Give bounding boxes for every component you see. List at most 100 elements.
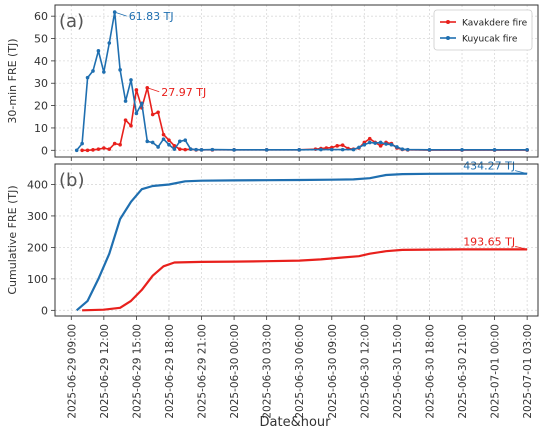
data-point — [172, 147, 177, 151]
y-tick-label: 100 — [27, 273, 48, 286]
y-tick-label: 10 — [34, 122, 48, 135]
annotation-label: 193.65 TJ — [463, 235, 515, 248]
data-point — [118, 142, 122, 147]
y-tick-label: 300 — [27, 210, 48, 223]
series-kuyucak-fire — [74, 10, 529, 153]
legend: Kavakdere fire Kuyucak fire — [433, 9, 533, 51]
data-point — [178, 147, 182, 151]
y-axis-label: 30-min FRE (TJ) — [6, 38, 19, 123]
legend-box — [433, 9, 533, 51]
data-point — [367, 136, 372, 141]
data-point — [525, 148, 529, 152]
data-point — [134, 88, 139, 92]
data-point — [123, 118, 128, 122]
data-point — [335, 144, 340, 148]
data-point — [91, 148, 95, 152]
y-axis-label: Cumulative FRE (TJ) — [6, 185, 19, 294]
data-point — [378, 140, 383, 145]
y-tick-label: 0 — [41, 304, 48, 317]
panel-label: (a) — [59, 11, 84, 32]
data-point — [161, 132, 166, 137]
data-point — [340, 143, 345, 147]
data-point — [112, 141, 117, 146]
data-point — [134, 111, 139, 116]
data-point — [129, 123, 133, 128]
legend-marker — [446, 36, 450, 40]
data-point — [102, 146, 106, 150]
x-tick-label: 2025-06-30 21:00 — [457, 324, 469, 419]
series-line — [82, 248, 528, 312]
series-line — [75, 172, 528, 312]
data-point — [319, 147, 323, 152]
data-point — [74, 148, 79, 153]
data-point — [183, 147, 188, 152]
series-line — [76, 11, 528, 151]
data-point — [129, 78, 133, 82]
data-point — [150, 140, 155, 145]
data-point — [373, 141, 377, 145]
y-tick-label: 0 — [41, 144, 48, 157]
annotation-arrow — [515, 170, 528, 175]
y-tick-label: 400 — [27, 178, 48, 191]
x-tick-label: 2025-07-01 03:00 — [522, 324, 534, 419]
data-point — [367, 140, 372, 145]
x-tick-label: 2025-06-30 12:00 — [359, 324, 371, 419]
series-kuyucak-fire — [75, 172, 528, 312]
data-point — [145, 85, 150, 90]
data-point — [357, 145, 361, 150]
data-point — [96, 49, 101, 53]
data-point — [107, 41, 112, 45]
data-point — [351, 147, 356, 152]
data-point — [145, 139, 150, 144]
annotation-label: 61.83 TJ — [129, 10, 174, 23]
data-point — [427, 148, 432, 152]
x-tick-label: 2025-06-29 18:00 — [164, 324, 176, 419]
data-point — [183, 138, 188, 143]
annotation-label: 27.97 TJ — [161, 86, 206, 99]
data-point — [96, 147, 101, 151]
data-point — [102, 70, 106, 74]
data-point — [460, 148, 464, 152]
annotation-label: 434.27 TJ — [463, 160, 515, 173]
data-point — [405, 147, 410, 152]
data-point — [232, 148, 236, 152]
data-point — [210, 147, 215, 152]
x-tick-label: 2025-06-30 06:00 — [294, 324, 306, 419]
x-tick-label: 2025-06-29 12:00 — [99, 324, 111, 419]
data-point — [178, 139, 182, 144]
data-point — [80, 141, 84, 146]
data-point — [118, 68, 122, 72]
data-point — [340, 147, 345, 152]
y-tick-label: 200 — [27, 241, 48, 254]
data-point — [395, 145, 399, 149]
panel-a: 0 10 20 30 40 50 60 30-min FRE (TJ) (a) 61.83 TJ 2… — [6, 4, 539, 161]
panel-label: (b) — [59, 170, 84, 191]
legend-entry: Kuyucak fire — [462, 35, 518, 45]
y-tick-label: 30 — [34, 77, 48, 90]
data-point — [80, 148, 84, 153]
x-tick-label: 2025-07-01 00:00 — [490, 324, 502, 419]
data-point — [156, 110, 160, 115]
series-kavakdere-fire — [82, 248, 528, 312]
data-point — [194, 147, 198, 152]
data-point — [199, 148, 204, 152]
data-point — [107, 147, 112, 151]
plot-frame — [54, 4, 539, 158]
annotation-arrow — [147, 87, 160, 93]
data-point — [384, 142, 388, 146]
data-point — [188, 147, 193, 151]
data-point — [362, 142, 367, 147]
x-tick-label: 2025-06-30 00:00 — [229, 324, 241, 419]
x-tick-label: 2025-06-30 09:00 — [327, 324, 339, 419]
data-point — [492, 148, 497, 152]
data-point — [400, 147, 405, 151]
data-point — [167, 138, 171, 143]
data-point — [297, 148, 302, 152]
data-point — [85, 148, 90, 153]
annotation-arrow — [515, 246, 528, 250]
x-tick-label: 2025-06-29 09:00 — [66, 324, 78, 419]
x-tick-label: 2025-06-30 15:00 — [392, 324, 404, 419]
data-point — [378, 144, 383, 148]
data-point — [85, 75, 90, 80]
